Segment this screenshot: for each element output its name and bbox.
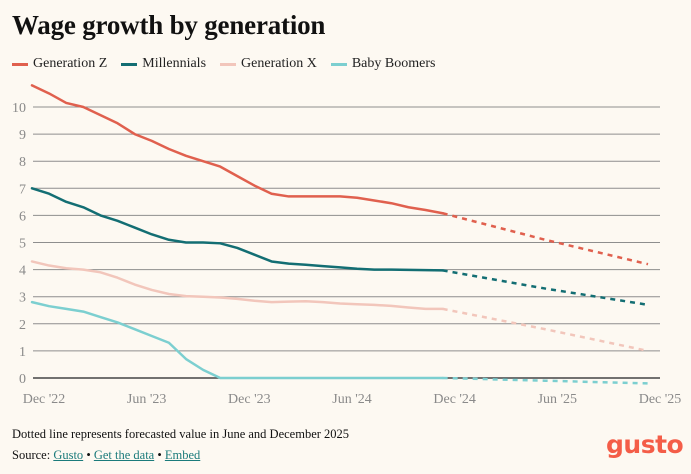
series-line-gen_x (30, 260, 444, 311)
legend-item-boomers[interactable]: Baby Boomers (330, 56, 436, 72)
forecast-footnote: Dotted line represents forecasted value … (12, 427, 350, 441)
x-tick-label: Jun '23 (127, 392, 166, 407)
source-label: Source: (12, 448, 51, 462)
get-data-link[interactable]: Get the data (93, 448, 155, 462)
legend-swatch-boomers (330, 62, 347, 66)
forecast-line-millennials (442, 269, 649, 307)
y-tick-label: 4 (19, 264, 26, 279)
x-tick-label: Dec '22 (23, 392, 66, 407)
series-line-gen_z (30, 84, 444, 215)
line-chart: 0 1 2 3 4 5 6 7 8 9 10 Dec '22 Jun '23 Dec '23 Jun '2… (12, 84, 682, 407)
chart-title: Wage growth by generation (12, 10, 326, 40)
legend-item-gen-z[interactable]: Generation Z (12, 56, 107, 72)
forecast-line-gen_x (442, 307, 649, 353)
legend-label: Generation Z (33, 56, 108, 71)
legend: Generation Z Millennials Generation X Ba… (12, 56, 449, 72)
y-tick-label: 1 (19, 345, 26, 360)
legend-item-millennials[interactable]: Millennials (121, 56, 206, 72)
legend-label: Millennials (142, 56, 207, 71)
series-lines (30, 84, 649, 385)
x-tick-label: Dec '24 (433, 392, 476, 407)
separator: • (86, 448, 91, 462)
gridlines (33, 106, 660, 379)
x-tick-label: Dec '25 (639, 392, 682, 407)
series-line-boomers (30, 300, 444, 380)
x-axis-labels: Dec '22 Jun '23 Dec '23 Jun '24 Dec '24 Jun '… (23, 392, 682, 407)
legend-swatch-millennials (121, 62, 138, 66)
y-tick-label: 10 (12, 101, 26, 116)
x-tick-label: Jun '25 (538, 392, 577, 407)
forecast-line-boomers (442, 376, 649, 385)
x-tick-label: Jun '24 (332, 392, 371, 407)
legend-label: Baby Boomers (351, 56, 436, 71)
y-tick-label: 8 (19, 155, 26, 170)
y-tick-label: 2 (19, 318, 26, 333)
y-tick-label: 9 (19, 128, 26, 143)
x-tick-label: Dec '23 (228, 392, 271, 407)
embed-link[interactable]: Embed (164, 448, 201, 462)
y-axis-labels: 0 1 2 3 4 5 6 7 8 9 10 (12, 101, 26, 387)
forecast-line-gen_z (442, 212, 649, 266)
y-tick-label: 0 (19, 372, 26, 387)
y-tick-label: 6 (19, 209, 26, 224)
y-tick-label: 3 (19, 291, 26, 306)
source-line: Source: Gusto • Get the data • Embed (12, 448, 200, 463)
legend-swatch-gen-x (220, 62, 237, 66)
separator: • (157, 448, 162, 462)
legend-swatch-gen-z (12, 62, 28, 66)
legend-item-gen-x[interactable]: Generation X (220, 56, 317, 72)
gusto-logo[interactable]: gusto (606, 430, 684, 459)
gusto-link[interactable]: Gusto (53, 448, 84, 462)
legend-label: Generation X (241, 56, 317, 71)
y-tick-label: 7 (19, 182, 26, 197)
y-tick-label: 5 (19, 237, 26, 252)
series-line-millennials (30, 187, 444, 272)
